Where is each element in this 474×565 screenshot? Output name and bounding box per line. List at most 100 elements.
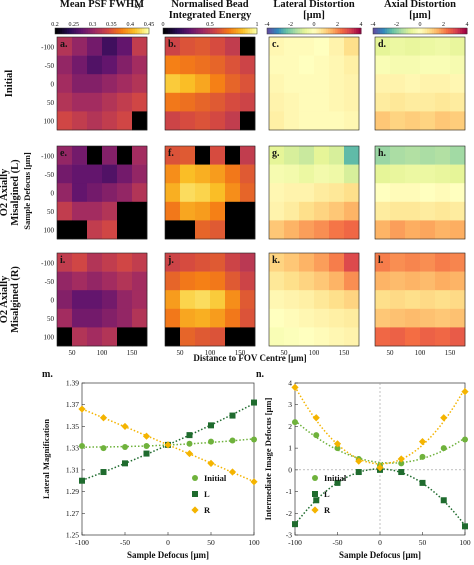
- data-point: [251, 436, 257, 443]
- data-point: [462, 523, 468, 530]
- y-axis-label: Lateral Magnification: [41, 419, 51, 499]
- heatmap-cell: [435, 74, 451, 94]
- colorbar-swatch: [306, 28, 310, 34]
- data-point: [250, 478, 258, 486]
- colorbar-swatch: [375, 28, 379, 34]
- heatmap-cell: [117, 308, 133, 328]
- heatmap-cell: [102, 271, 118, 291]
- heatmap-cell: [195, 327, 211, 347]
- panel-label: h.: [378, 148, 387, 159]
- row-title-1: Initial: [4, 70, 15, 98]
- heatmap-cell: [180, 308, 196, 328]
- heatmap-cell: [420, 308, 436, 328]
- heatmap-cell: [102, 201, 118, 221]
- colorbar-swatch: [457, 28, 461, 34]
- colorbar-tick-label: 0: [419, 22, 422, 28]
- column-title-1: xy: [135, 2, 143, 10]
- data-point: [291, 383, 299, 391]
- colorbar-swatch: [207, 28, 211, 34]
- heatmap-cell: [132, 271, 148, 291]
- heatmap-cell: [87, 74, 103, 94]
- panel-label: c.: [272, 39, 279, 50]
- heatmap-cell: [344, 290, 360, 310]
- heatmap-cell: [405, 37, 421, 56]
- heatmap-cell: [450, 92, 466, 112]
- heatmap-cell: [344, 183, 360, 203]
- heatmap-cell: [117, 201, 133, 221]
- heatmap-cell: [180, 201, 196, 221]
- panel-label: i.: [60, 255, 66, 266]
- colorbar-swatch: [139, 28, 143, 34]
- colorbar-frame: [162, 27, 258, 35]
- heatmap-cell: [57, 74, 73, 94]
- colorbar-swatch: [408, 28, 412, 34]
- colorbar-swatch: [346, 28, 350, 34]
- heatmap-cell: [72, 271, 88, 291]
- data-point: [355, 457, 363, 465]
- legend-marker: [312, 475, 318, 481]
- heatmap-cell: [225, 220, 241, 240]
- heatmap-cell: [165, 327, 181, 347]
- fit-line-initial: [82, 438, 255, 448]
- heatmap-cell: [284, 327, 300, 347]
- heatmap-cell: [420, 37, 436, 56]
- heatmap-cell: [117, 290, 133, 310]
- heatmap-cell: [240, 92, 256, 112]
- heatmap-cell: [375, 308, 391, 328]
- heatmap-cell: [284, 111, 300, 131]
- heatmap-cell: [225, 183, 241, 203]
- heatmap-cell: [390, 253, 406, 272]
- colorbar-swatch: [113, 28, 117, 34]
- colorbar-swatch: [302, 28, 306, 34]
- y-tick-label: 2: [288, 422, 292, 431]
- panel-label: e.: [60, 148, 67, 159]
- heatmap-cell: [87, 327, 103, 347]
- colorbar-tick-label: 0.4: [126, 22, 134, 28]
- colorbar-swatch: [344, 28, 348, 34]
- colorbar-swatch: [290, 28, 294, 34]
- data-point: [164, 441, 172, 449]
- colorbar-swatch: [163, 28, 166, 34]
- heatmap-cell: [284, 164, 300, 184]
- colorbar-swatch: [245, 28, 249, 34]
- heatmap-cell: [420, 55, 436, 75]
- heatmap-cell: [210, 308, 226, 328]
- heatmap-cell: [284, 308, 300, 328]
- heatmap-cell: [195, 290, 211, 310]
- heatmap-cell: [269, 111, 285, 131]
- heatmap-cell: [269, 55, 285, 75]
- data-point: [186, 440, 193, 447]
- colorbar-swatch: [123, 28, 126, 34]
- heatmap-cell: [102, 290, 118, 310]
- data-point: [419, 479, 426, 486]
- heatmap-cell: [87, 92, 103, 112]
- heatmap-cell: [102, 308, 118, 328]
- heatmap-cell: [329, 92, 345, 112]
- heatmap-cell: [117, 271, 133, 291]
- heatmap-cell: [299, 92, 315, 112]
- colorbar-swatch: [420, 28, 423, 34]
- panel-label: g.: [272, 148, 280, 159]
- heatmap-cell: [284, 253, 300, 272]
- heatmap-frame: [56, 36, 148, 131]
- colorbar-swatch: [285, 28, 289, 34]
- heatmap-panel-k: k. 50 100 150: [268, 252, 360, 357]
- data-point: [229, 412, 236, 419]
- heatmap-cell: [435, 183, 451, 203]
- heatmap-y-tick-label: -50: [45, 171, 55, 179]
- colorbar-swatch: [144, 28, 148, 34]
- heatmap-cell: [72, 74, 88, 94]
- data-point: [79, 477, 85, 484]
- heatmap-cell: [375, 327, 391, 347]
- heatmap-cell: [435, 164, 451, 184]
- colorbar-3: -4 -2 0 2 4: [265, 22, 363, 35]
- heatmap-cell: [225, 92, 241, 112]
- colorbar-swatch: [427, 28, 430, 34]
- heatmap-cell: [420, 327, 436, 347]
- heatmap-cell: [405, 201, 421, 221]
- heatmap-panel-e: e. -100 -50 0 50 100: [41, 145, 148, 240]
- heatmap-cell: [269, 271, 285, 291]
- colorbar-tick-label: 0.45: [144, 22, 155, 28]
- heatmap-y-tick-label: -100: [41, 259, 54, 267]
- heatmap-y-tick-label: 100: [44, 227, 55, 235]
